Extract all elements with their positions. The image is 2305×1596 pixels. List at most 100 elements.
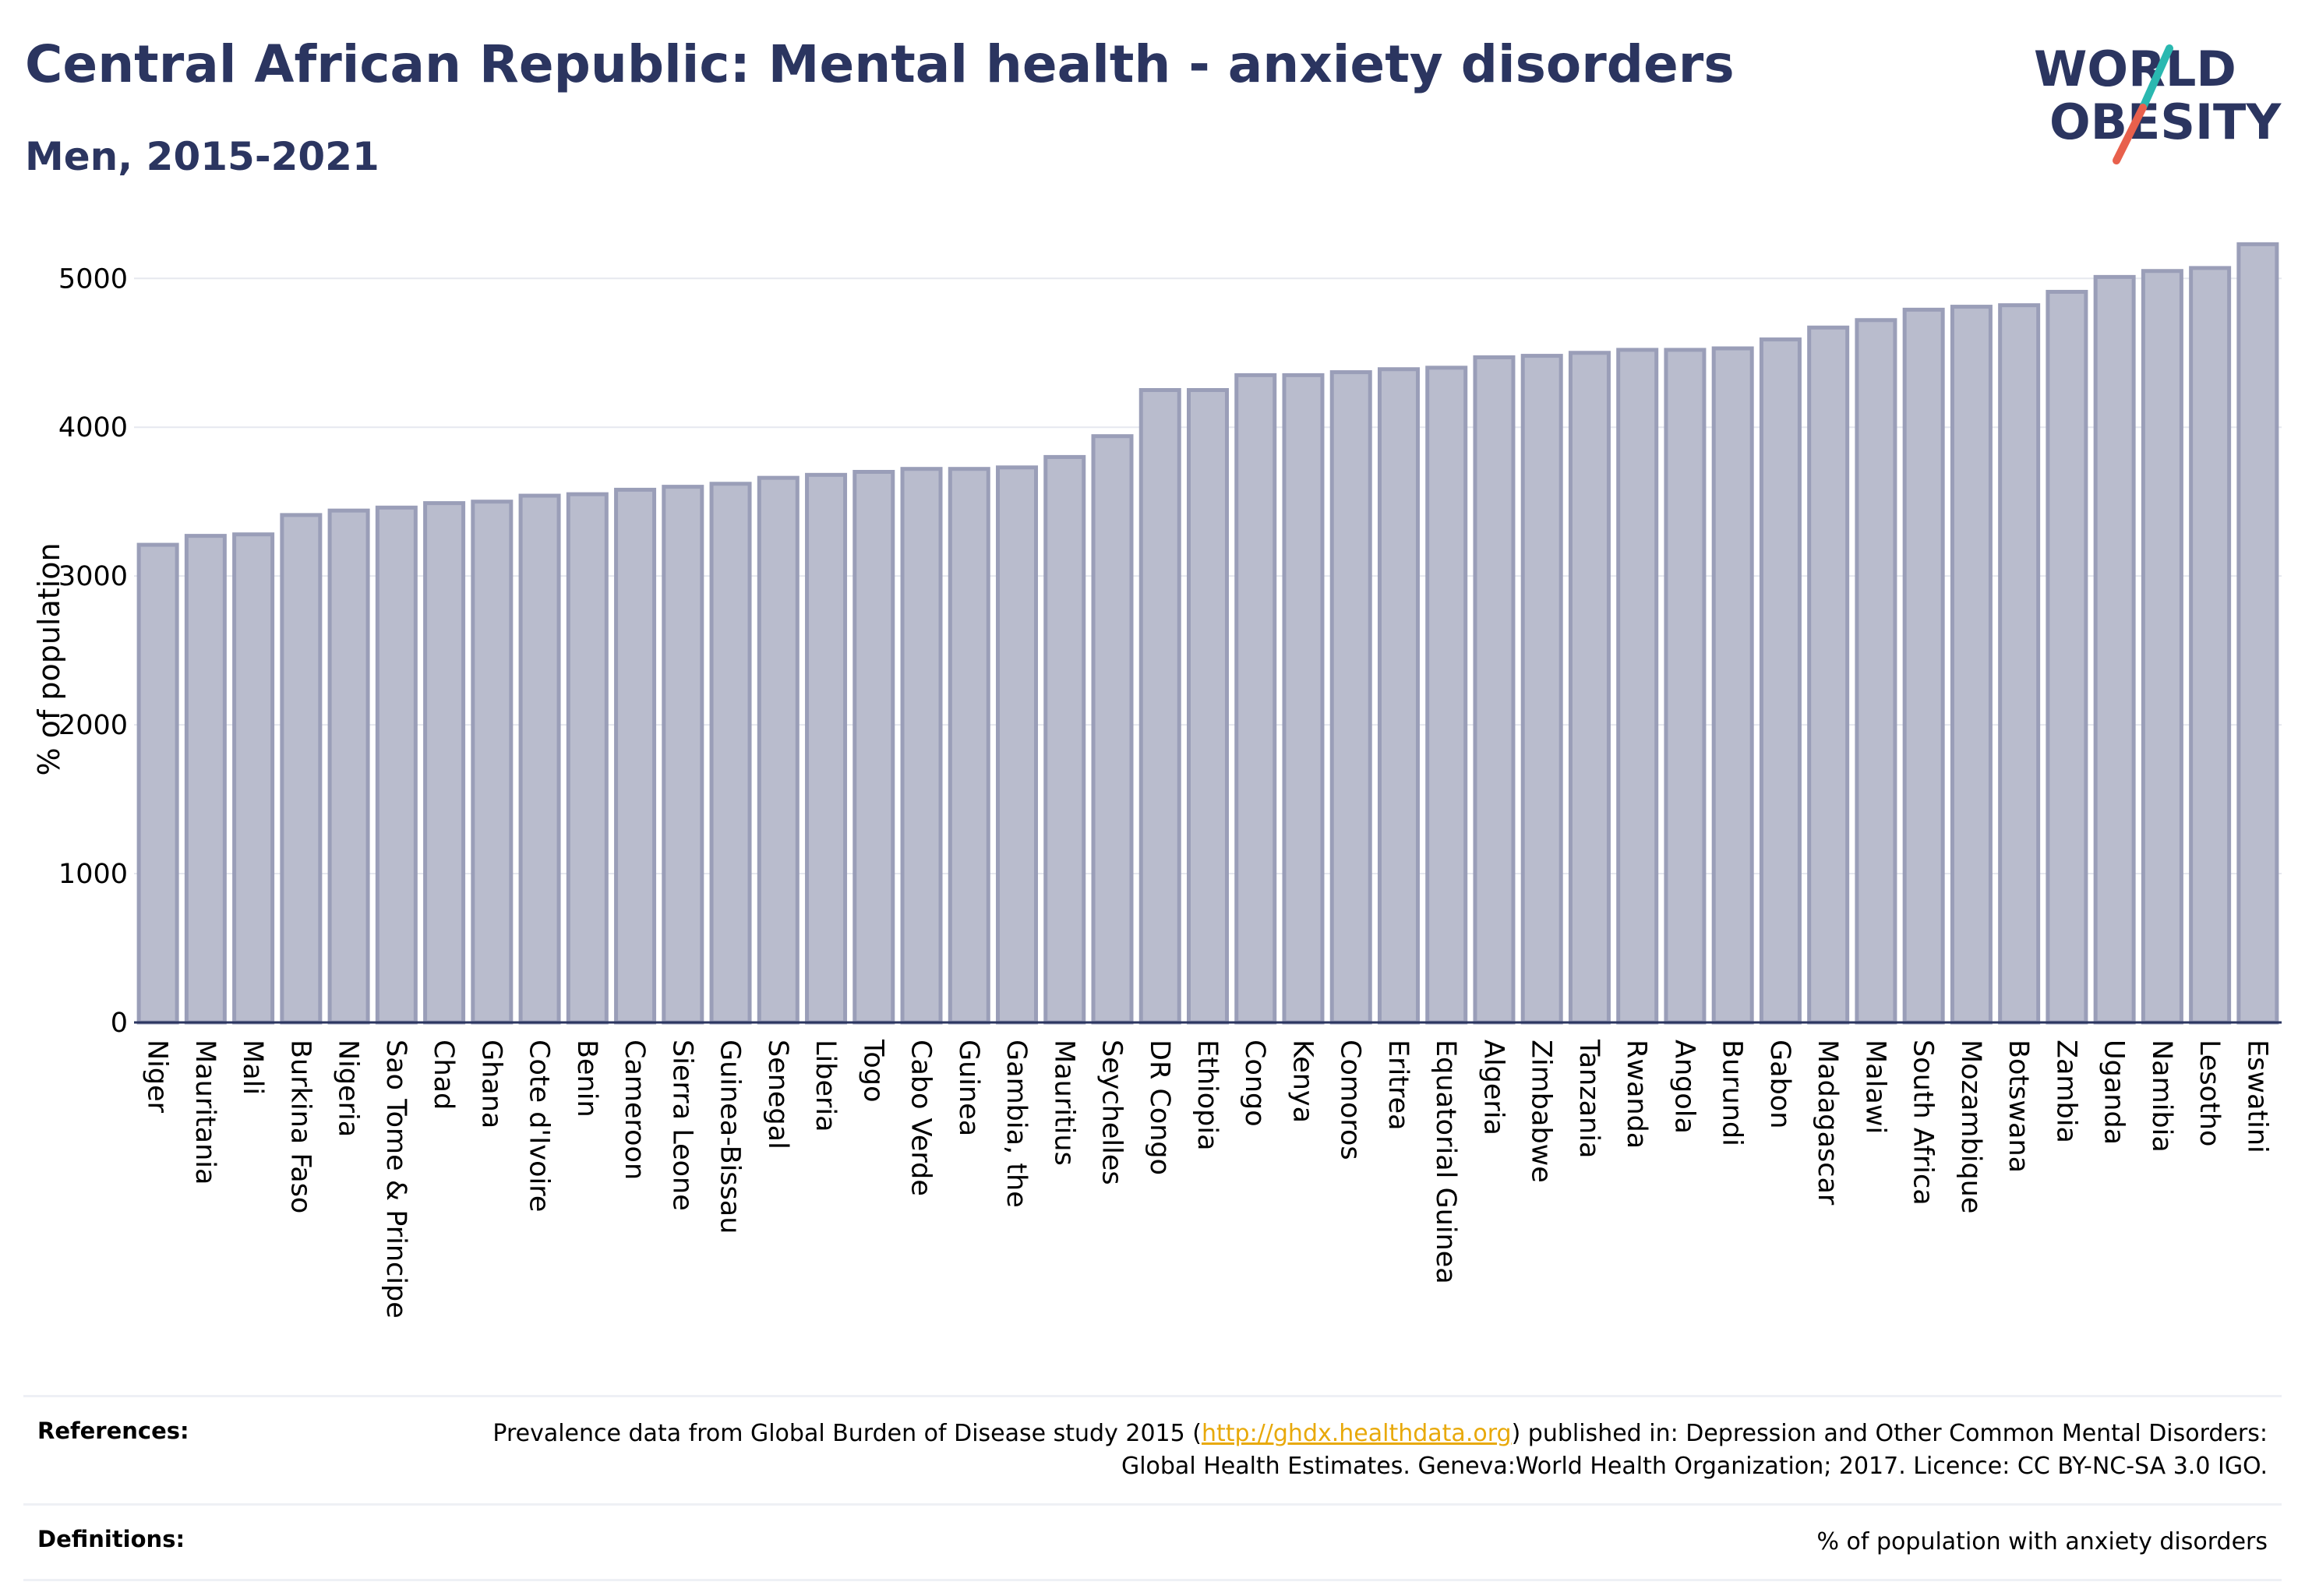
bar — [566, 492, 609, 1025]
bar — [996, 465, 1039, 1025]
x-tick-label: Equatorial Guinea — [1430, 1040, 1461, 1284]
y-tick-label: 5000 — [58, 263, 128, 295]
bar — [852, 470, 895, 1025]
x-tick-label: Algeria — [1477, 1040, 1509, 1135]
bar — [805, 472, 848, 1025]
bar — [1425, 365, 1468, 1025]
bar — [1807, 325, 1850, 1025]
x-tick-label: Eswatini — [2241, 1040, 2272, 1153]
references-row: References: Prevalence data from Global … — [23, 1395, 2282, 1503]
bar — [327, 508, 370, 1025]
x-tick-label: Mauritius — [1048, 1040, 1079, 1166]
x-tick-label: Cameroon — [619, 1040, 650, 1180]
bar — [1377, 367, 1420, 1025]
bar — [2236, 242, 2279, 1025]
bar — [948, 467, 990, 1025]
logo-slash-teal — [2139, 44, 2173, 111]
x-tick-label: Cabo Verde — [905, 1040, 937, 1196]
x-tick-label: Sierra Leone — [666, 1040, 697, 1211]
bar — [1520, 354, 1563, 1025]
bar-chart: 0 1000 2000 3000 4000 5000 % of population Nige… — [32, 242, 2282, 1319]
bar — [1329, 370, 1372, 1025]
y-tick-label: 2000 — [58, 710, 128, 741]
bar — [1998, 303, 2041, 1025]
x-tick-label: Burundi — [1717, 1040, 1748, 1146]
bar — [709, 482, 752, 1025]
x-tick-label: Namibia — [2146, 1040, 2177, 1153]
bar — [232, 532, 275, 1025]
chart-subtitle: Men, 2015-2021 — [25, 134, 379, 179]
bar — [1091, 434, 1134, 1025]
x-tick-label: Ethiopia — [1191, 1040, 1223, 1151]
references-section: References: Prevalence data from Global … — [23, 1395, 2282, 1581]
y-tick-label: 4000 — [58, 412, 128, 443]
x-tick-label: Sao Tome & Principe — [380, 1040, 411, 1319]
bar — [1855, 318, 1897, 1025]
chart-title: Central African Republic: Mental health … — [25, 34, 1735, 94]
bar — [1568, 351, 1611, 1025]
x-tick-label: Ghana — [475, 1040, 507, 1128]
x-tick-label: Zimbabwe — [1526, 1040, 1557, 1183]
bar — [2141, 269, 2183, 1025]
bar — [2093, 274, 2136, 1025]
bar — [1664, 348, 1707, 1025]
x-tick-label: Gambia, the — [1001, 1040, 1032, 1208]
x-tick-label: Zambia — [2050, 1040, 2081, 1143]
x-tick-label: Congo — [1239, 1040, 1270, 1127]
x-tick-label: Nigeria — [333, 1040, 364, 1137]
bar — [614, 487, 657, 1025]
logo-text-obesity: OBESITY — [2049, 94, 2282, 150]
x-tick-label: Burkina Faso — [284, 1040, 316, 1213]
bar — [1043, 454, 1086, 1025]
references-link[interactable]: http://ghdx.healthdata.org — [1201, 1420, 1512, 1447]
x-tick-label: Guinea — [953, 1040, 984, 1136]
world-obesity-logo: WORLD OBESITY — [2034, 41, 2282, 164]
x-tick-label: Mali — [237, 1040, 268, 1095]
x-tick-label: Madagascar — [1812, 1040, 1843, 1206]
bar — [184, 534, 227, 1025]
x-tick-label: Senegal — [762, 1040, 793, 1149]
x-tick-label: Angola — [1668, 1040, 1700, 1134]
x-tick-label: Botswana — [2003, 1040, 2034, 1173]
x-tick-label: Liberia — [810, 1040, 841, 1132]
definitions-row: Definitions: % of population with anxiet… — [23, 1503, 2282, 1581]
bar — [518, 493, 561, 1025]
bar — [1473, 355, 1516, 1025]
x-tick-label: DR Congo — [1144, 1040, 1175, 1175]
x-tick-label: Chad — [428, 1040, 459, 1110]
bar — [1950, 305, 1993, 1025]
x-tick-label: Malawi — [1859, 1040, 1890, 1134]
bar — [1187, 387, 1229, 1025]
x-tick-label: Mozambique — [1955, 1040, 1986, 1213]
y-tick-label: 0 — [111, 1008, 128, 1039]
x-tick-label: Uganda — [2099, 1040, 2130, 1145]
bar — [1902, 307, 1945, 1025]
bar — [1138, 387, 1181, 1025]
x-tick-label: Seychelles — [1096, 1040, 1128, 1185]
bar — [375, 505, 418, 1025]
definitions-text: % of population with anxiety disorders — [1816, 1528, 2268, 1555]
x-tick-label: Mauritania — [189, 1040, 221, 1185]
bar — [757, 475, 800, 1025]
logo-text-world: WORLD — [2034, 41, 2236, 97]
bar — [1711, 346, 1754, 1025]
y-tick-label: 3000 — [58, 561, 128, 592]
bar — [662, 485, 704, 1025]
logo-slash-red — [2113, 104, 2147, 164]
bar — [471, 500, 514, 1025]
x-tick-label: Niger — [142, 1040, 173, 1114]
references-label: References: — [37, 1418, 189, 1444]
x-tick-label: South Africa — [1908, 1040, 1939, 1206]
bar — [1234, 373, 1277, 1025]
bar — [280, 513, 323, 1025]
bar — [136, 542, 179, 1025]
bar — [900, 467, 943, 1025]
x-tick-label: Rwanda — [1621, 1040, 1652, 1149]
definitions-label: Definitions: — [37, 1526, 185, 1552]
references-text-before: Prevalence data from Global Burden of Di… — [492, 1420, 1202, 1447]
y-axis-label: % of population — [32, 542, 66, 775]
x-tick-label: Lesotho — [2194, 1040, 2225, 1146]
bar — [1282, 373, 1325, 1025]
x-tick-label: Cote d'Ivoire — [524, 1040, 555, 1212]
x-tick-label: Guinea-Bissau — [715, 1040, 746, 1234]
